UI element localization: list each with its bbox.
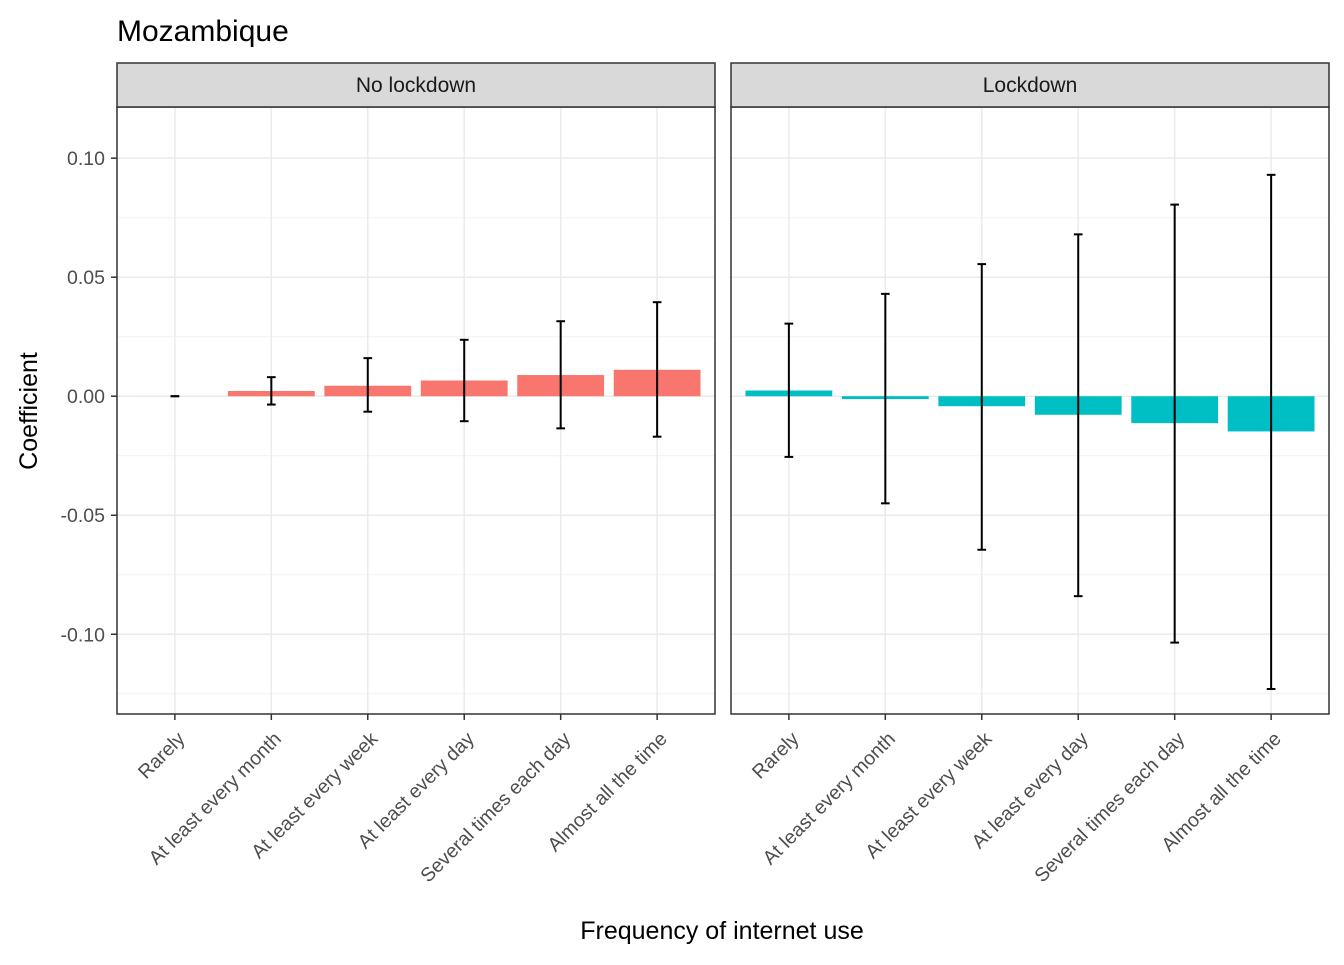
- facet-strip-label: Lockdown: [983, 74, 1078, 97]
- facet-strip-label: No lockdown: [356, 74, 476, 97]
- y-tick-label: 0.00: [67, 386, 105, 408]
- panel-background: [117, 107, 715, 714]
- y-tick-label: -0.05: [61, 505, 106, 527]
- y-axis-title: Coefficient: [15, 352, 43, 470]
- chart-title: Mozambique: [117, 15, 289, 48]
- y-axis: 0.10 0.05 0.00 -0.05 -0.10: [61, 148, 117, 646]
- y-tick-label: 0.05: [67, 267, 105, 289]
- x-tick-label: Rarely: [134, 728, 190, 784]
- x-axis-title: Frequency of internet use: [580, 917, 864, 945]
- x-tick-label: Rarely: [748, 728, 804, 784]
- y-tick-label: -0.10: [61, 624, 106, 646]
- y-tick-label: 0.10: [67, 148, 105, 170]
